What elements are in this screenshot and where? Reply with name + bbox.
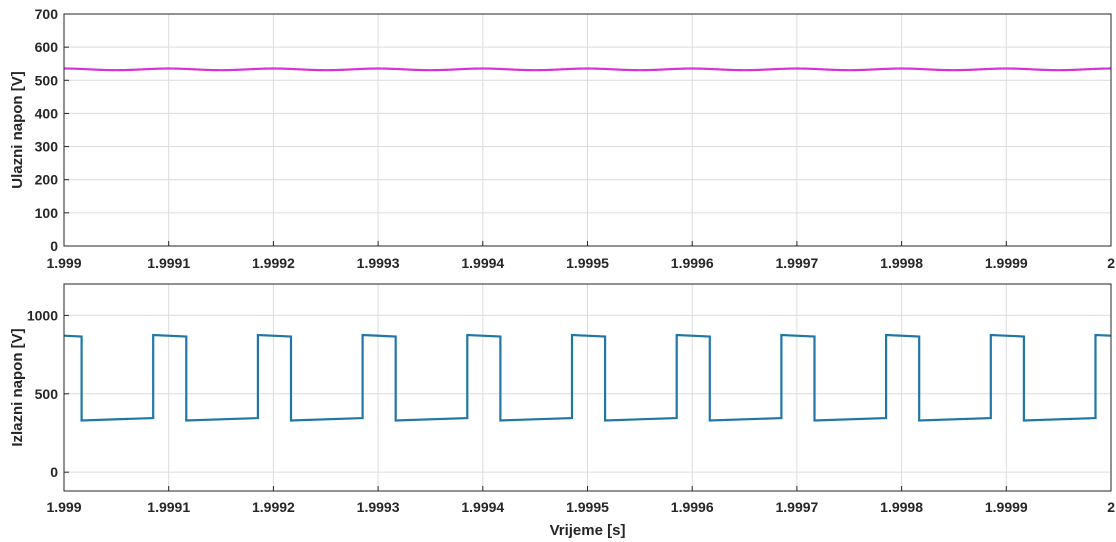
x-tick-label: 1.9997 [775, 499, 818, 515]
x-tick-label: 1.9992 [252, 499, 295, 515]
x-tick-label: 1.9993 [357, 255, 400, 271]
x-tick-label: 1.9999 [985, 499, 1028, 515]
x-tick-label: 1.9997 [775, 255, 818, 271]
x-tick-label: 1.9999 [985, 255, 1028, 271]
x-tick-label: 1.9992 [252, 255, 295, 271]
y-tick-label: 400 [35, 105, 59, 121]
x-tick-label: 1.9994 [461, 255, 504, 271]
y-tick-label: 500 [35, 386, 59, 402]
x-tick-label: 1.9991 [147, 499, 190, 515]
x-tick-label: 1.9998 [880, 499, 923, 515]
y-tick-label: 100 [35, 205, 59, 221]
y-tick-label: 200 [35, 172, 59, 188]
x-tick-label: 1.9995 [566, 255, 609, 271]
input-voltage-panel: 1.999 1.9991 1.9992 1.9993 1.9994 1.9995 1.999… [9, 6, 1115, 271]
y-tick-label: 0 [50, 464, 58, 480]
output-voltage-series [63, 333, 1112, 422]
x-tick-label: 1.999 [46, 499, 81, 515]
x-tick-label: 1.9995 [566, 499, 609, 515]
x-tick-label: 2 [1107, 499, 1115, 515]
x-tick-label: 1.9994 [461, 499, 504, 515]
output-voltage-panel: 1.999 1.9991 1.9992 1.9993 1.9994 1.9995 1.999… [9, 283, 1115, 539]
x-tick-label: 1.9996 [671, 255, 714, 271]
y-tick-label: 0 [50, 238, 58, 254]
x-tick-label: 1.999 [46, 255, 81, 271]
y-axis-label: Izlazni napon [V] [9, 328, 26, 446]
y-tick-label: 300 [35, 139, 59, 155]
y-axis-label: Ulazni napon [V] [9, 71, 26, 189]
x-tick-label: 1.9996 [671, 499, 714, 515]
x-tick-label: 1.9998 [880, 255, 923, 271]
input-voltage-series [64, 67, 1111, 72]
x-axis-label: Vrijeme [s] [550, 522, 626, 539]
y-tick-label: 500 [35, 72, 59, 88]
axes-frame [63, 13, 1112, 247]
axes-frame [63, 283, 1112, 492]
x-tick-label: 1.9993 [357, 499, 400, 515]
x-tick-label: 2 [1107, 255, 1115, 271]
y-tick-label: 1000 [27, 307, 58, 323]
x-tick-label: 1.9991 [147, 255, 190, 271]
y-tick-label: 600 [35, 39, 59, 55]
y-tick-label: 700 [35, 6, 59, 22]
